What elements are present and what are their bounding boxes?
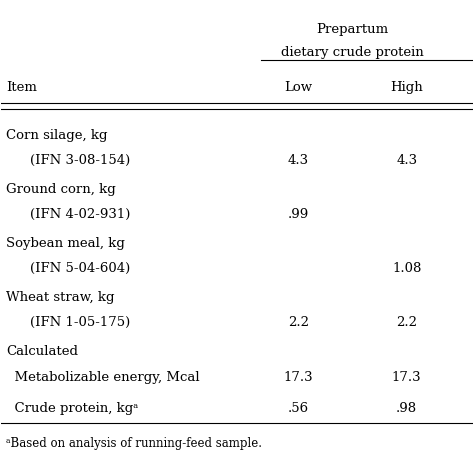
Text: Ground corn, kg: Ground corn, kg [6,183,116,196]
Text: 1.08: 1.08 [392,262,421,275]
Text: 17.3: 17.3 [283,371,313,384]
Text: Soybean meal, kg: Soybean meal, kg [6,237,125,250]
Text: Crude protein, kgᵃ: Crude protein, kgᵃ [6,402,138,415]
Text: dietary crude protein: dietary crude protein [281,46,424,59]
Text: 4.3: 4.3 [396,154,417,166]
Text: .99: .99 [288,208,309,221]
Text: 2.2: 2.2 [288,316,309,329]
Text: (IFN 1-05-175): (IFN 1-05-175) [30,316,130,329]
Text: (IFN 5-04-604): (IFN 5-04-604) [30,262,130,275]
Text: (IFN 4-02-931): (IFN 4-02-931) [30,208,130,221]
Text: ᵃBased on analysis of running-feed sample.: ᵃBased on analysis of running-feed sampl… [6,438,262,450]
Text: Calculated: Calculated [6,346,78,358]
Text: 17.3: 17.3 [392,371,421,384]
Text: Wheat straw, kg: Wheat straw, kg [6,291,115,304]
Text: 4.3: 4.3 [288,154,309,166]
Text: .98: .98 [396,402,417,415]
Text: .56: .56 [288,402,309,415]
Text: Corn silage, kg: Corn silage, kg [6,128,108,142]
Text: 2.2: 2.2 [396,316,417,329]
Text: Metabolizable energy, Mcal: Metabolizable energy, Mcal [6,371,200,384]
Text: Low: Low [284,82,312,94]
Text: High: High [390,82,423,94]
Text: Prepartum: Prepartum [316,23,389,36]
Text: Item: Item [6,82,37,94]
Text: (IFN 3-08-154): (IFN 3-08-154) [30,154,130,166]
